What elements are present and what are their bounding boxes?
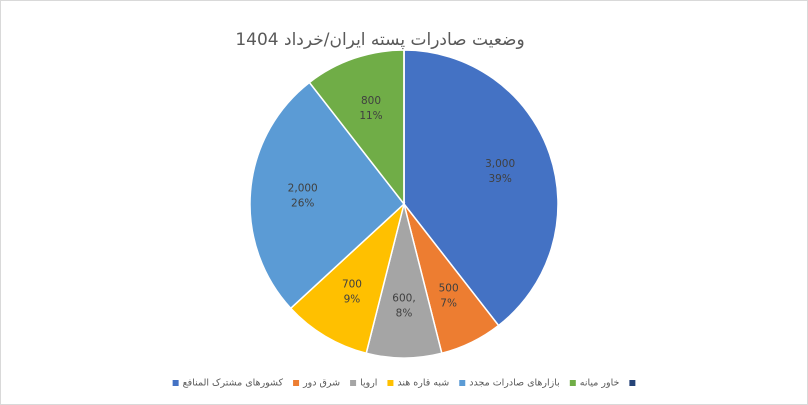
data-percent: 7% bbox=[440, 297, 457, 309]
data-percent: 39% bbox=[488, 173, 511, 185]
legend-label: بازارهای صادرات مجدد bbox=[469, 378, 560, 389]
legend-swatch bbox=[387, 380, 394, 386]
pie-slice bbox=[308, 49, 405, 207]
pie-slice bbox=[403, 49, 559, 327]
data-label: 600, bbox=[392, 293, 415, 305]
data-label: 2,000 bbox=[288, 183, 318, 195]
legend-swatch bbox=[350, 380, 357, 386]
legend-swatch bbox=[293, 380, 300, 386]
legend-swatch bbox=[459, 380, 466, 386]
legend-swatch bbox=[172, 380, 179, 386]
chart-title: وضعیت صادرات پسته ایران/خرداد 1404 bbox=[235, 30, 524, 50]
legend-label: شرق دور bbox=[302, 378, 340, 389]
data-percent: 8% bbox=[396, 308, 413, 320]
legend-label: اروپا bbox=[360, 378, 377, 389]
pie-slice bbox=[289, 201, 406, 355]
data-percent: 26% bbox=[291, 198, 314, 210]
legend-label: شبه قاره هند bbox=[397, 378, 449, 389]
legend-swatch bbox=[629, 380, 636, 386]
legend-swatch bbox=[569, 380, 576, 386]
data-percent: 9% bbox=[344, 293, 361, 305]
data-label: 800 bbox=[361, 95, 381, 107]
pie-slice bbox=[249, 81, 406, 310]
data-percent: 11% bbox=[359, 110, 382, 122]
legend-label: کشورهای مشترک المنافع bbox=[183, 378, 284, 389]
data-label: 500 bbox=[439, 282, 459, 294]
data-label: 700 bbox=[342, 278, 362, 290]
legend-label: خاور میانه bbox=[580, 378, 620, 389]
data-label: 3,000 bbox=[485, 158, 515, 170]
